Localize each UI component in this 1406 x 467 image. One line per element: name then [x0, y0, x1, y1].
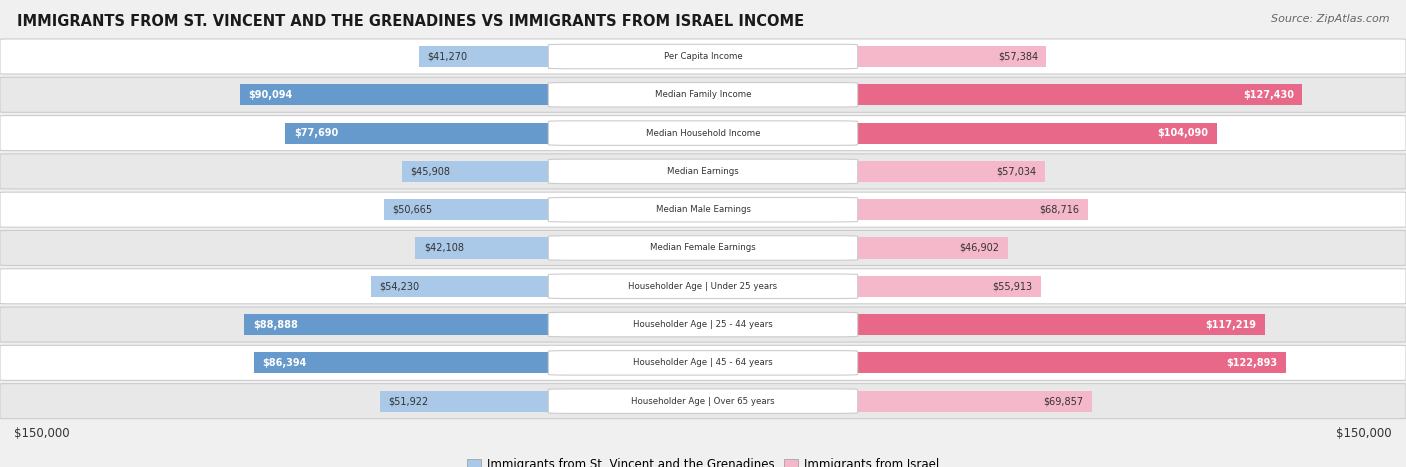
- Text: Median Male Earnings: Median Male Earnings: [655, 205, 751, 214]
- FancyBboxPatch shape: [548, 159, 858, 184]
- FancyBboxPatch shape: [548, 236, 858, 260]
- Text: Median Earnings: Median Earnings: [666, 167, 740, 176]
- FancyBboxPatch shape: [419, 46, 569, 67]
- Text: $117,219: $117,219: [1205, 319, 1257, 330]
- Text: Per Capita Income: Per Capita Income: [664, 52, 742, 61]
- Text: Source: ZipAtlas.com: Source: ZipAtlas.com: [1271, 14, 1389, 24]
- FancyBboxPatch shape: [0, 307, 1406, 342]
- FancyBboxPatch shape: [837, 161, 1045, 182]
- Text: Householder Age | Under 25 years: Householder Age | Under 25 years: [628, 282, 778, 291]
- FancyBboxPatch shape: [548, 44, 858, 69]
- FancyBboxPatch shape: [837, 46, 1046, 67]
- FancyBboxPatch shape: [0, 383, 1406, 419]
- FancyBboxPatch shape: [0, 77, 1406, 113]
- FancyBboxPatch shape: [837, 237, 1008, 259]
- FancyBboxPatch shape: [0, 115, 1406, 151]
- Text: $88,888: $88,888: [253, 319, 298, 330]
- Text: Householder Age | 45 - 64 years: Householder Age | 45 - 64 years: [633, 358, 773, 368]
- FancyBboxPatch shape: [245, 314, 569, 335]
- FancyBboxPatch shape: [548, 274, 858, 298]
- Text: Median Household Income: Median Household Income: [645, 128, 761, 138]
- Text: $54,230: $54,230: [380, 281, 420, 291]
- FancyBboxPatch shape: [384, 199, 569, 220]
- FancyBboxPatch shape: [416, 237, 569, 259]
- Text: Householder Age | Over 65 years: Householder Age | Over 65 years: [631, 396, 775, 406]
- Text: $90,094: $90,094: [249, 90, 292, 100]
- FancyBboxPatch shape: [837, 122, 1218, 144]
- Text: $104,090: $104,090: [1157, 128, 1209, 138]
- FancyBboxPatch shape: [548, 198, 858, 222]
- Text: $68,716: $68,716: [1039, 205, 1080, 215]
- Text: $69,857: $69,857: [1043, 396, 1084, 406]
- FancyBboxPatch shape: [837, 276, 1040, 297]
- Legend: Immigrants from St. Vincent and the Grenadines, Immigrants from Israel: Immigrants from St. Vincent and the Gren…: [463, 453, 943, 467]
- FancyBboxPatch shape: [0, 230, 1406, 266]
- FancyBboxPatch shape: [371, 276, 569, 297]
- Text: Median Family Income: Median Family Income: [655, 90, 751, 99]
- FancyBboxPatch shape: [240, 84, 569, 106]
- FancyBboxPatch shape: [837, 314, 1265, 335]
- Text: Median Female Earnings: Median Female Earnings: [650, 243, 756, 253]
- Text: $55,913: $55,913: [993, 281, 1032, 291]
- Text: Householder Age | 25 - 44 years: Householder Age | 25 - 44 years: [633, 320, 773, 329]
- FancyBboxPatch shape: [380, 390, 569, 412]
- FancyBboxPatch shape: [0, 345, 1406, 381]
- FancyBboxPatch shape: [548, 351, 858, 375]
- Text: $57,384: $57,384: [998, 51, 1038, 62]
- FancyBboxPatch shape: [0, 39, 1406, 74]
- FancyBboxPatch shape: [837, 199, 1088, 220]
- Text: $46,902: $46,902: [959, 243, 1000, 253]
- Text: $150,000: $150,000: [14, 427, 70, 440]
- Text: $122,893: $122,893: [1226, 358, 1278, 368]
- FancyBboxPatch shape: [0, 269, 1406, 304]
- FancyBboxPatch shape: [548, 312, 858, 337]
- Text: IMMIGRANTS FROM ST. VINCENT AND THE GRENADINES VS IMMIGRANTS FROM ISRAEL INCOME: IMMIGRANTS FROM ST. VINCENT AND THE GREN…: [17, 14, 804, 29]
- FancyBboxPatch shape: [253, 352, 569, 374]
- FancyBboxPatch shape: [285, 122, 569, 144]
- Text: $127,430: $127,430: [1243, 90, 1294, 100]
- Text: $45,908: $45,908: [411, 166, 450, 177]
- FancyBboxPatch shape: [548, 389, 858, 413]
- FancyBboxPatch shape: [0, 154, 1406, 189]
- FancyBboxPatch shape: [402, 161, 569, 182]
- Text: $150,000: $150,000: [1336, 427, 1392, 440]
- Text: $50,665: $50,665: [392, 205, 433, 215]
- Text: $57,034: $57,034: [997, 166, 1036, 177]
- FancyBboxPatch shape: [837, 390, 1092, 412]
- FancyBboxPatch shape: [548, 83, 858, 107]
- Text: $51,922: $51,922: [388, 396, 429, 406]
- FancyBboxPatch shape: [548, 121, 858, 145]
- Text: $42,108: $42,108: [425, 243, 464, 253]
- Text: $86,394: $86,394: [262, 358, 307, 368]
- Text: $77,690: $77,690: [294, 128, 337, 138]
- FancyBboxPatch shape: [0, 192, 1406, 227]
- FancyBboxPatch shape: [837, 352, 1286, 374]
- Text: $41,270: $41,270: [427, 51, 467, 62]
- FancyBboxPatch shape: [837, 84, 1302, 106]
